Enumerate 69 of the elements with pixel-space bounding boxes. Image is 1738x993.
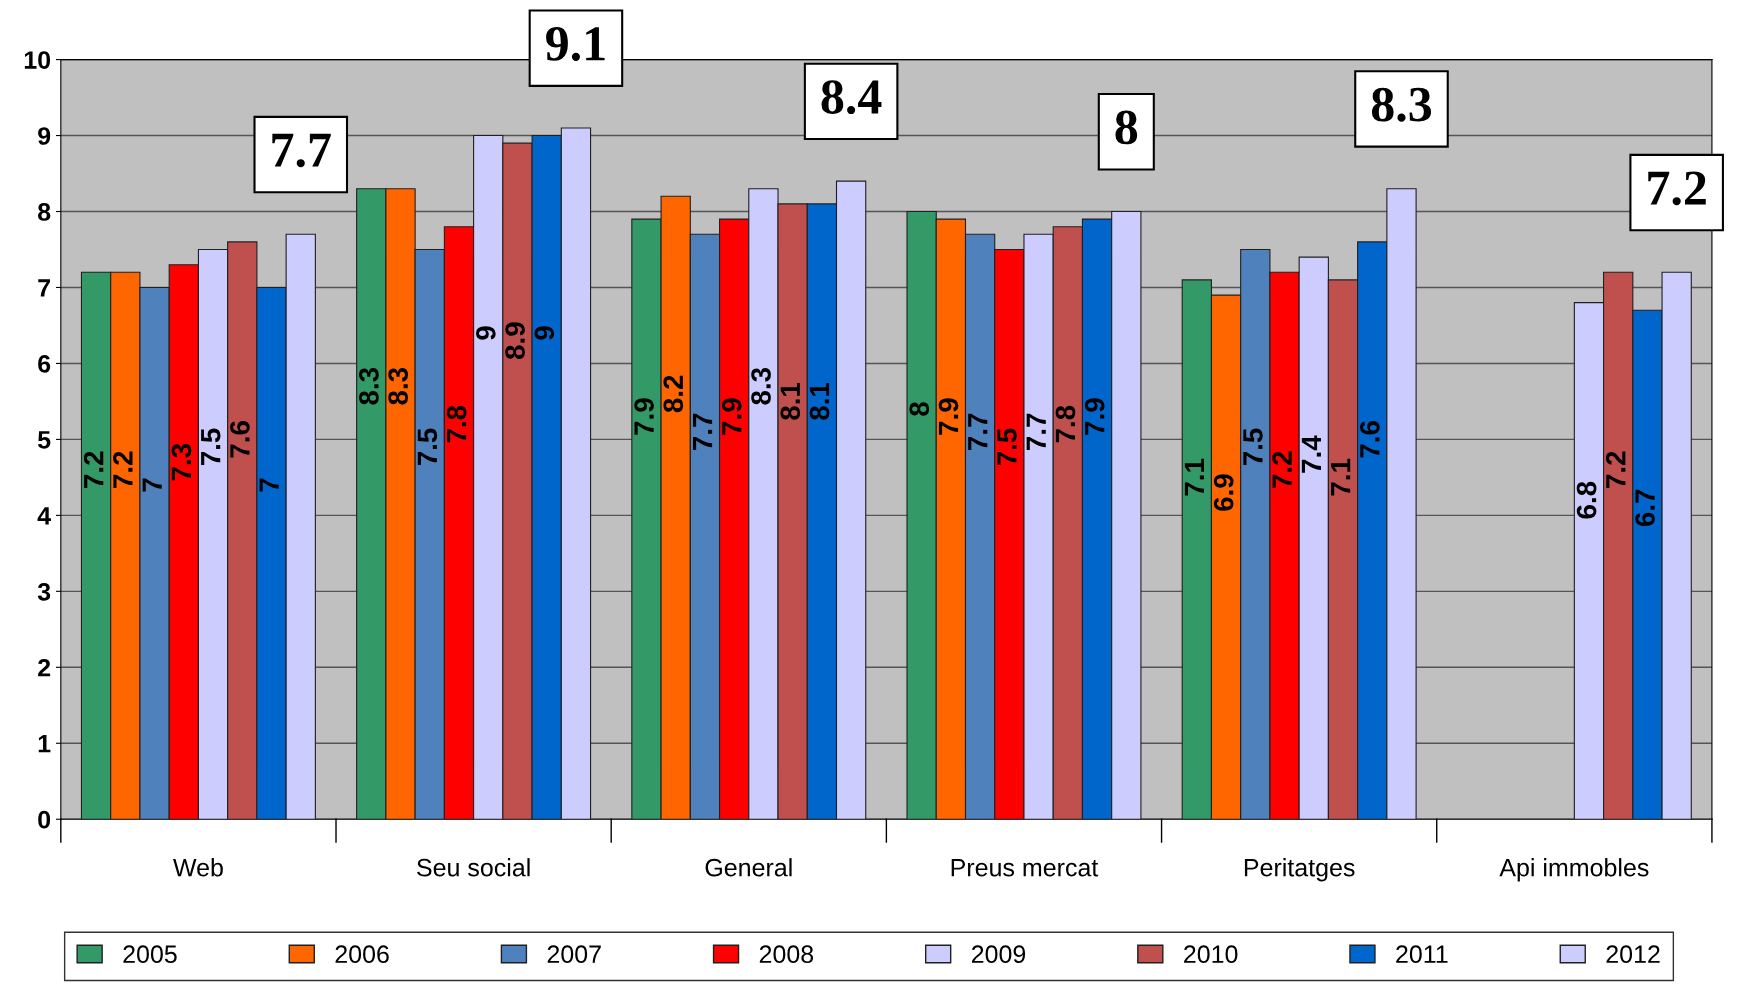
y-tick-label: 7 [38,279,51,297]
data-label: 7.2 [113,451,133,488]
data-label: 7.7 [693,413,713,450]
legend-label: 2006 [335,945,389,964]
y-tick-label: 0 [38,810,51,829]
legend-label: 2011 [1396,945,1448,964]
data-label: 7.9 [721,398,742,435]
data-label: 7.5 [417,428,438,466]
data-label: 7.1 [1184,458,1204,496]
legend-label: 2005 [123,945,177,964]
data-label: 8.1 [809,382,830,420]
data-label: 8 [1115,110,1138,145]
y-tick-label: 6 [38,355,51,373]
data-label: 8.3 [388,367,409,405]
data-label: 8.1 [780,382,801,420]
legend-label: 2010 [1184,945,1238,964]
data-label: 7.3 [171,443,192,481]
data-label: 7.5 [1243,428,1263,466]
data-label: 7.7 [272,133,331,168]
data-label: 7.2 [1272,451,1292,488]
data-label: 7.7 [968,413,988,450]
data-label: 7.7 [1026,413,1046,450]
data-label: 7.2 [1605,451,1626,488]
data-label: 8.9 [505,322,525,360]
data-label: 7.5 [997,428,1017,466]
y-tick-label: 5 [37,431,51,449]
data-label: 7.9 [938,398,959,435]
data-label: 9 [534,326,555,340]
x-tick-label: Preus mercat [951,859,1099,877]
legend-label: 2009 [971,945,1026,964]
x-tick-label: Peritatges [1244,858,1355,882]
data-label: 7.1 [1331,458,1351,496]
data-label: 7.4 [1301,435,1321,473]
data-label: 7.9 [1084,398,1105,435]
x-tick-label: General [705,858,792,877]
data-label: 6.9 [1213,474,1234,511]
data-label: 9.1 [546,27,605,61]
data-label: 7.9 [634,398,654,435]
x-tick-label: Web [173,858,223,877]
y-tick-label: 10 [24,51,51,69]
x-tick-label: Seu social [417,858,530,877]
y-tick-label: 3 [37,582,51,601]
legend-label: 2012 [1606,945,1660,964]
y-tick-label: 4 [37,507,51,525]
data-label: 7.2 [1648,171,1706,206]
y-tick-label: 1 [38,735,51,753]
data-label: 7.8 [1055,405,1076,443]
data-label: 8.4 [821,80,882,115]
y-tick-label: 9 [38,127,51,145]
data-label: 8.3 [751,367,771,405]
data-label: 7.6 [1360,421,1380,458]
data-label: 6.8 [1576,481,1597,519]
data-label: 7 [259,478,279,492]
data-label: 7.2 [83,451,104,488]
legend-label: 2008 [759,945,814,964]
data-label: 8 [909,402,930,416]
data-label: 7.6 [230,421,250,458]
data-label: 7.8 [446,405,467,443]
data-label: 8.2 [663,375,684,413]
y-tick-label: 2 [38,658,51,677]
y-tick-label: 8 [38,203,51,221]
data-label: 8.3 [359,367,379,405]
data-label: 7 [142,478,162,492]
data-label: 6.7 [1635,489,1655,527]
data-label: 9 [476,326,496,340]
x-tick-label: Api immobles [1499,858,1649,882]
data-label: 7.5 [201,428,221,466]
data-label: 8.3 [1371,87,1432,122]
legend-label: 2007 [547,945,601,964]
